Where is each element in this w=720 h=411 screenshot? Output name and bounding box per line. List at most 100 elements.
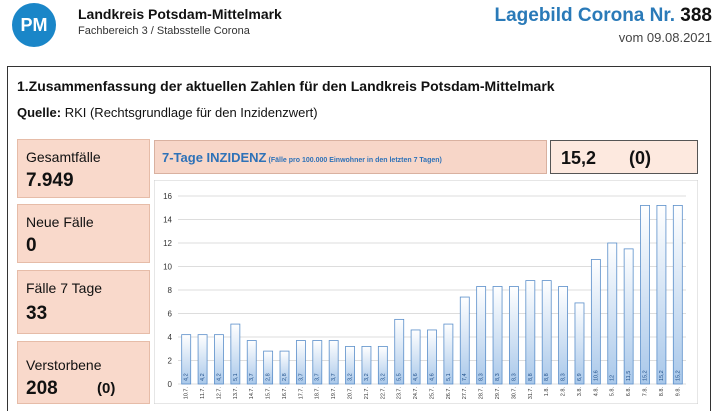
source-text: RKI (Rechtsgrundlage für den Inzidenzwer… [61, 105, 318, 120]
organization-subtitle: Fachbereich 3 / Stabsstelle Corona [78, 25, 250, 37]
data-label: 2,8 [266, 373, 272, 381]
x-tick-label: 16.7. [282, 387, 288, 400]
y-tick-label: 6 [168, 310, 173, 319]
data-label: 5,5 [397, 373, 403, 381]
data-label: 3,7 [298, 373, 304, 381]
incidence-title-row: 7-Tage INZIDENZ (Fälle pro 100.000 Einwoh… [162, 150, 442, 165]
data-label: 7,4 [462, 373, 468, 381]
bar [377, 345, 388, 385]
x-tick-label: 10.7. [184, 387, 190, 400]
data-label: 11,5 [626, 371, 632, 381]
stat-new-cases-value: 0 [26, 235, 37, 256]
organization-title: Landkreis Potsdam-Mittelmark [78, 6, 282, 22]
data-label: 3,7 [315, 373, 321, 381]
bar [410, 329, 421, 385]
data-label: 3,7 [331, 373, 337, 381]
incidence-note: (Fälle pro 100.000 Einwohner in den letz… [268, 157, 442, 164]
pm-logo: PM [12, 3, 56, 47]
x-tick-label: 2.8. [561, 387, 567, 397]
bar [459, 296, 470, 385]
report-header: PM Landkreis Potsdam-Mittelmark Fachbere… [0, 0, 720, 58]
stat-total-cases: Gesamtfälle 7.949 [17, 139, 150, 198]
x-tick-label: 21.7. [364, 387, 370, 400]
stat-deaths-extra: (0) [97, 380, 116, 397]
report-date: vom 09.08.2021 [618, 30, 712, 45]
data-label: 8,3 [561, 373, 567, 381]
incidence-chart: 0 2 4 6 8 10 12 14 16 4,2 10.7. 4,2 11.7. 4,2 12.7. 5,… [153, 179, 699, 405]
stat-deaths: Verstorbene 208 (0) [17, 341, 150, 404]
bar [394, 318, 405, 385]
y-tick-label: 10 [163, 263, 172, 272]
incidence-header: 7-Tage INZIDENZ (Fälle pro 100.000 Einwoh… [154, 140, 547, 174]
report-title-prefix: Lagebild Corona Nr. [494, 5, 676, 26]
data-label: 4,2 [216, 373, 222, 381]
stat-new-cases: Neue Fälle 0 [17, 204, 150, 263]
bar [279, 350, 290, 385]
x-tick-label: 20.7. [348, 387, 354, 400]
data-label: 5,1 [233, 373, 239, 381]
stat-new-cases-label: Neue Fälle [26, 214, 94, 230]
x-tick-label: 22.7. [380, 387, 386, 400]
y-tick-label: 16 [163, 192, 172, 201]
x-tick-label: 25.7. [429, 387, 435, 400]
bar [590, 259, 601, 385]
y-tick-label: 2 [168, 357, 173, 366]
bar [509, 286, 519, 385]
bar [607, 242, 618, 385]
data-label: 3,7 [249, 373, 255, 381]
source-label: Quelle: [17, 105, 62, 120]
data-label: 4,2 [184, 373, 190, 381]
bar [525, 280, 536, 385]
bar [640, 204, 650, 385]
bar [263, 350, 274, 385]
stat-cases-7-days-label: Fälle 7 Tage [26, 280, 103, 296]
x-tick-label: 14.7. [249, 387, 255, 400]
source-line: Quelle: RKI (Rechtsgrundlage für den Inz… [17, 105, 318, 120]
bar [443, 323, 454, 385]
x-tick-label: 3.8. [577, 387, 583, 397]
x-tick-label: 26.7. [446, 387, 452, 400]
data-label: 15,2 [659, 370, 665, 381]
y-tick-label: 14 [163, 216, 172, 225]
incidence-title: 7-Tage INZIDENZ [162, 150, 267, 165]
x-tick-label: 30.7. [511, 387, 517, 400]
bar [197, 334, 208, 385]
bar [672, 204, 683, 385]
bar [361, 345, 372, 385]
y-tick-label: 0 [168, 380, 173, 389]
incidence-value-box: 15,2 (0) [550, 140, 698, 174]
incidence-chart-svg: 0 2 4 6 8 10 12 14 16 4,2 10.7. 4,2 11.7. 4,2 12.7. 5,… [153, 179, 699, 405]
bar [476, 286, 487, 385]
x-tick-label: 31.7. [528, 387, 534, 400]
x-tick-label: 28.7. [479, 387, 485, 400]
bar [181, 334, 192, 385]
report-number: 388 [680, 5, 712, 26]
data-label: 3,2 [380, 373, 386, 381]
data-label: 10,6 [593, 370, 599, 381]
x-tick-label: 6.8. [626, 387, 632, 397]
bar [312, 340, 323, 385]
summary-frame [7, 66, 711, 411]
data-label: 2,8 [282, 373, 288, 381]
x-tick-label: 19.7. [331, 387, 337, 400]
stat-cases-7-days: Fälle 7 Tage 33 [17, 270, 150, 334]
stat-cases-7-days-value: 33 [26, 303, 48, 324]
x-tick-label: 11.7. [200, 387, 206, 399]
data-label: 8,8 [544, 373, 550, 381]
bar [492, 286, 503, 385]
bar [214, 334, 224, 385]
bar [230, 323, 241, 385]
data-label: 8,3 [495, 373, 501, 381]
bar [541, 280, 552, 385]
data-label: 6,9 [577, 373, 583, 381]
bar [328, 340, 339, 385]
x-tick-label: 12.7. [216, 387, 222, 400]
bar [345, 345, 355, 385]
x-tick-label: 17.7. [298, 387, 304, 400]
data-label: 4,6 [429, 373, 435, 381]
y-tick-label: 8 [168, 286, 173, 295]
x-tick-label: 24.7. [413, 387, 419, 400]
data-label: 15,2 [675, 370, 681, 381]
x-tick-label: 29.7. [495, 387, 501, 400]
data-label: 8,8 [528, 373, 534, 381]
